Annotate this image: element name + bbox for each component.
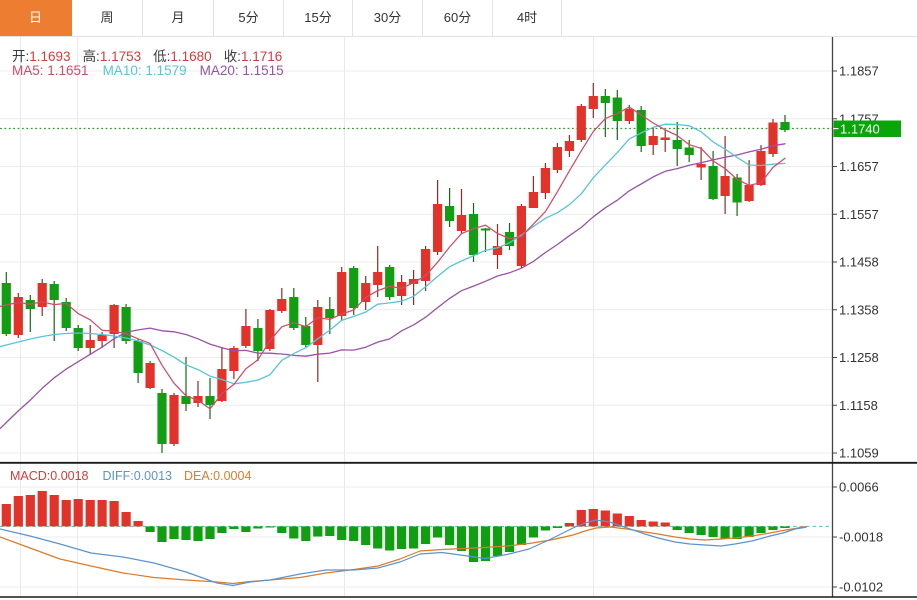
svg-text:1.1158: 1.1158 <box>839 398 878 413</box>
svg-text:1.1059: 1.1059 <box>839 446 879 461</box>
svg-text:1.1458: 1.1458 <box>839 255 879 270</box>
svg-text:1.1740: 1.1740 <box>840 121 880 136</box>
svg-text:1.1358: 1.1358 <box>839 302 879 317</box>
svg-text:0.0066: 0.0066 <box>839 480 879 495</box>
svg-text:-0.0102: -0.0102 <box>839 580 883 595</box>
svg-text:1.1857: 1.1857 <box>839 64 879 79</box>
svg-text:1.1557: 1.1557 <box>839 207 879 222</box>
svg-text:-0.0018: -0.0018 <box>839 530 883 545</box>
svg-text:1.1258: 1.1258 <box>839 350 879 365</box>
svg-text:1.1657: 1.1657 <box>839 159 879 174</box>
